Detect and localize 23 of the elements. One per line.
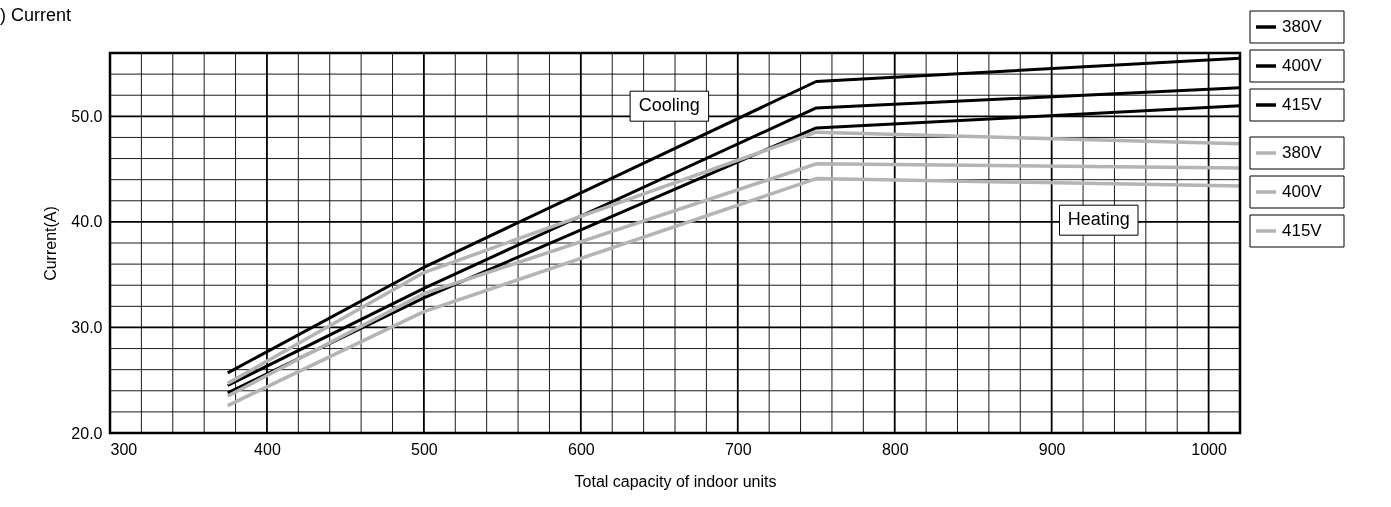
legend-label: 380V — [1282, 17, 1323, 36]
annotation: Cooling — [638, 95, 700, 116]
legend-label: 400V — [1282, 56, 1323, 75]
x-tick-label: 300 — [110, 440, 138, 458]
y-axis-title: Current(A) — [42, 206, 60, 281]
y-tick-label: 20.0 — [71, 424, 103, 442]
chart-title: ) Current — [0, 4, 72, 25]
x-tick-label: 1000 — [1191, 440, 1228, 458]
x-tick-label: 900 — [1038, 440, 1066, 458]
x-tick-label: 700 — [724, 440, 752, 458]
y-tick-label: 50.0 — [71, 107, 103, 125]
legend-label: 400V — [1282, 182, 1323, 201]
x-tick-label: 800 — [881, 440, 909, 458]
legend-label: 415V — [1282, 221, 1323, 240]
y-tick-label: 40.0 — [71, 213, 103, 231]
annotation: Heating — [1067, 209, 1130, 230]
x-axis-title: Total capacity of indoor units — [574, 472, 777, 490]
y-tick-label: 30.0 — [71, 318, 103, 336]
x-tick-label: 600 — [567, 440, 595, 458]
legend-label: 415V — [1282, 95, 1323, 114]
x-tick-label: 500 — [411, 440, 438, 458]
legend-label: 380V — [1282, 143, 1323, 162]
x-tick-label: 400 — [254, 440, 281, 458]
